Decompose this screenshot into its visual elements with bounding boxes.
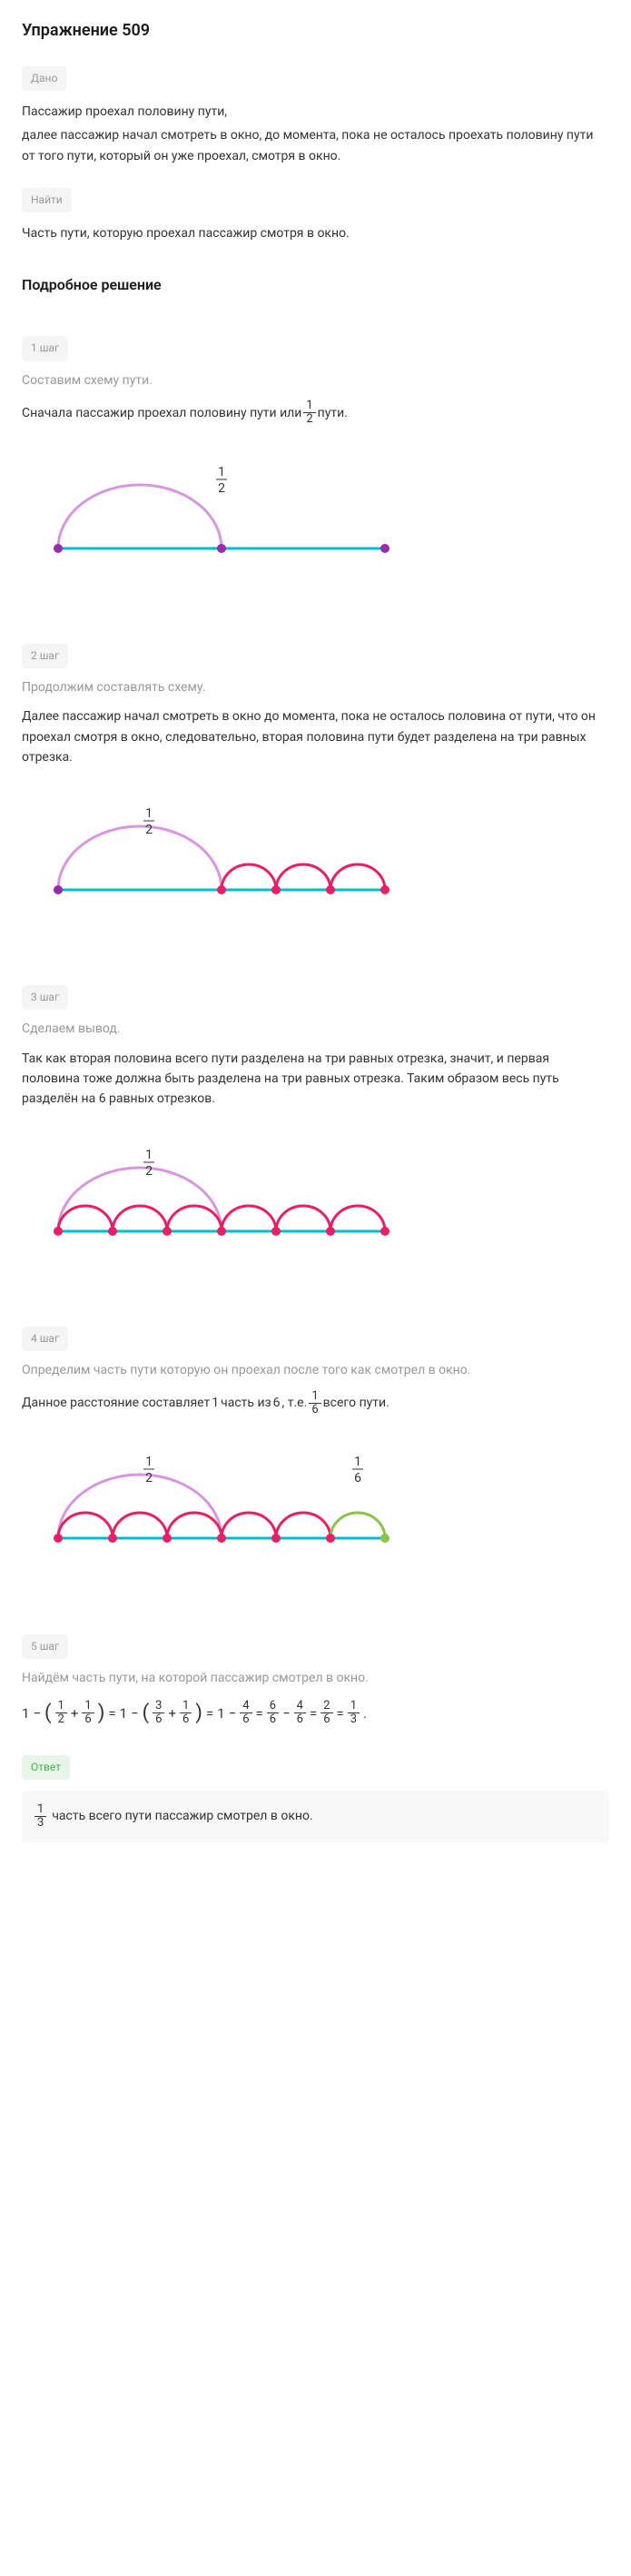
svg-text:1: 1	[218, 465, 225, 479]
step-5-desc: Найдём часть пути, на которой пассажир с…	[22, 1668, 609, 1688]
step-1-suffix: пути.	[318, 403, 348, 423]
find-label: Найти	[22, 188, 72, 212]
step-3-label: 3 шаг	[22, 985, 68, 1010]
answer-label: Ответ	[22, 1755, 70, 1780]
given-text-2: далее пассажир начал смотреть в окно, до…	[22, 125, 609, 166]
equation: 1 − ( 12 + 16 ) = 1 − ( 36 + 16 ) = 1 − …	[22, 1697, 609, 1729]
step-2-label: 2 шаг	[22, 644, 68, 668]
svg-text:1: 1	[145, 1148, 153, 1162]
svg-text:6: 6	[354, 1471, 361, 1485]
diagram-2: 1 2	[22, 790, 609, 923]
svg-text:1: 1	[145, 1455, 153, 1469]
step-4-label: 4 шаг	[22, 1327, 68, 1351]
step-3-desc: Сделаем вывод.	[22, 1019, 609, 1039]
step-3-text: Так как вторая половина всего пути разде…	[22, 1049, 609, 1110]
svg-text:2: 2	[218, 481, 225, 496]
step-4-text: Данное расстояние составляет 1 часть из …	[22, 1390, 609, 1417]
diagram-3: 1 2	[22, 1131, 609, 1265]
step-2-desc: Продолжим составлять схему.	[22, 677, 609, 697]
find-text: Часть пути, которую проехал пассажир смо…	[22, 223, 609, 243]
fraction-third: 1 3	[35, 1803, 46, 1831]
given-text-1: Пассажир проехал половину пути,	[22, 102, 609, 122]
step-4-desc: Определим часть пути которую он проехал …	[22, 1360, 609, 1380]
step-2-text: Далее пассажир начал смотреть в окно до …	[22, 706, 609, 767]
diagram-4: 1 2 1 6	[22, 1438, 609, 1572]
svg-text:2: 2	[145, 1164, 153, 1179]
answer-box: 1 3 часть всего пути пассажир смотрел в …	[22, 1791, 609, 1843]
svg-text:2: 2	[145, 1471, 153, 1485]
step-1-label: 1 шаг	[22, 336, 68, 360]
solution-heading: Подробное решение	[22, 273, 609, 297]
step-1-desc: Составим схему пути.	[22, 370, 609, 390]
svg-text:2: 2	[145, 823, 153, 837]
answer-text: часть всего пути пассажир смотрел в окно…	[52, 1806, 312, 1826]
step-5-label: 5 шаг	[22, 1634, 68, 1659]
svg-text:1: 1	[354, 1455, 361, 1469]
step-1-prefix: Сначала пассажир проехал половину пути и…	[22, 403, 301, 423]
page-title: Упражнение 509	[22, 18, 609, 44]
diagram-1: 1 2	[22, 449, 609, 582]
fraction-sixth: 1 6	[309, 1390, 320, 1417]
given-label: Дано	[22, 66, 66, 91]
fraction-half: 1 2	[303, 400, 315, 427]
svg-text:1: 1	[145, 806, 153, 821]
step-1-text: Сначала пассажир проехал половину пути и…	[22, 400, 609, 427]
